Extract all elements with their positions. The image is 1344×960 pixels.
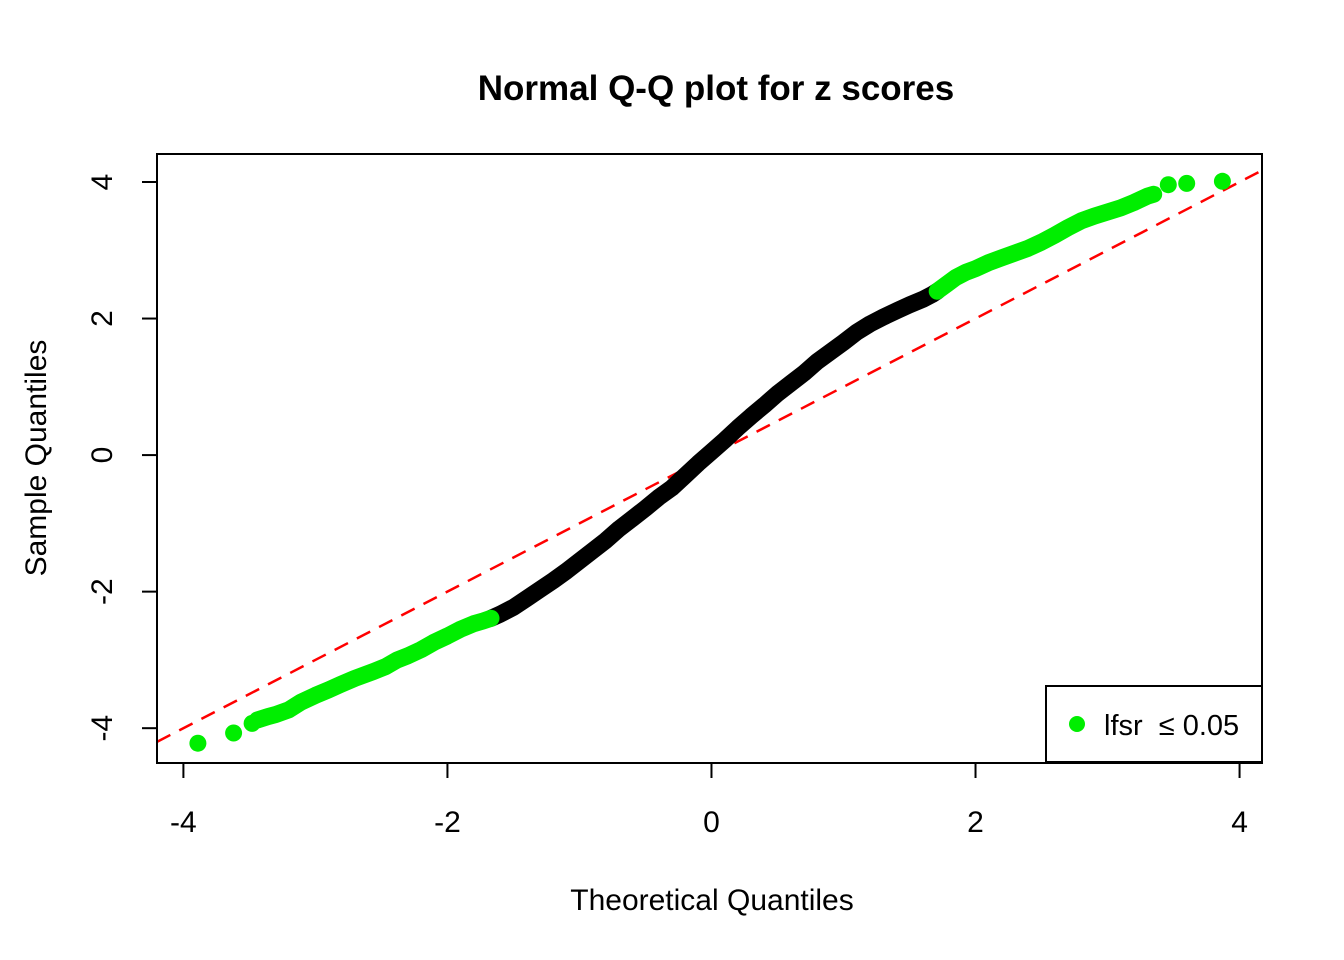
plot-border-box [156, 153, 1263, 764]
y-tick-label: -2 [86, 578, 119, 605]
qq-point [1213, 172, 1231, 190]
qq-point [1178, 174, 1196, 192]
x-axis-ticks: -4 -2 0 2 4 [170, 763, 1248, 839]
y-tick-label: -4 [86, 715, 119, 742]
y-tick-label: 0 [86, 447, 119, 464]
reference-line-layer [156, 169, 1263, 743]
y-axis-ticks: -4 -2 0 2 4 [86, 174, 157, 742]
legend: lfsr ≤ 0.05 [1045, 685, 1263, 763]
y-tick-label: 2 [86, 310, 119, 327]
qq-point [1159, 176, 1177, 194]
x-tick-label: 0 [703, 806, 720, 839]
x-axis-label: Theoretical Quantiles [570, 884, 853, 917]
qq-point-band-z-scores-significant-lower-tail [248, 609, 500, 729]
x-tick-label: 4 [1231, 806, 1248, 839]
x-tick-label: 2 [967, 806, 984, 839]
qq-point-band-z-scores-significant-upper-tail [928, 185, 1163, 300]
qq-point [189, 734, 207, 752]
legend-label: lfsr ≤ 0.05 [1104, 710, 1239, 742]
qq-point-band-z-scores-nonsignificant [482, 282, 946, 627]
legend-marker-dot [1069, 716, 1085, 732]
x-tick-label: -4 [170, 806, 197, 839]
qq-point [243, 714, 261, 732]
qq-point [225, 724, 243, 742]
x-tick-label: -2 [434, 806, 461, 839]
identity-reference-line [156, 169, 1263, 743]
data-points-layer [189, 172, 1231, 752]
y-axis-label: Sample Quantiles [20, 340, 53, 577]
y-tick-label: 4 [86, 174, 119, 191]
plot-title: Normal Q-Q plot for z scores [478, 69, 954, 108]
